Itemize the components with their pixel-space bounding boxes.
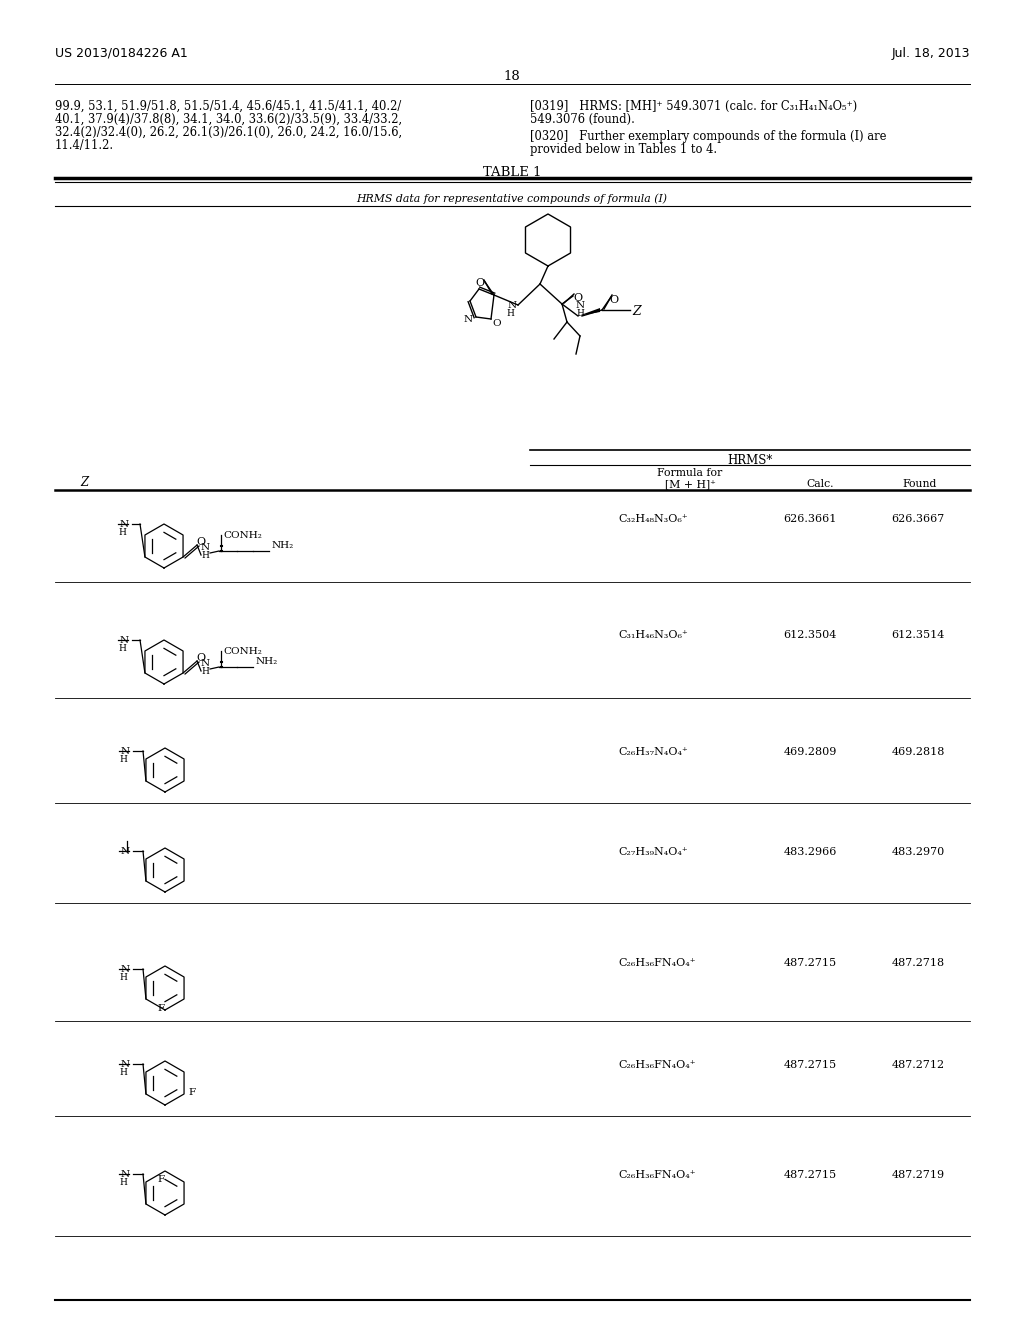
Text: HRMS*: HRMS* [727, 454, 773, 467]
Text: H: H [577, 309, 584, 318]
Text: provided below in Tables 1 to 4.: provided below in Tables 1 to 4. [530, 143, 717, 156]
Text: 40.1, 37.9(4)/37.8(8), 34.1, 34.0, 33.6(2)/33.5(9), 33.4/33.2,: 40.1, 37.9(4)/37.8(8), 34.1, 34.0, 33.6(… [55, 114, 402, 125]
Polygon shape [578, 308, 600, 315]
Text: O: O [609, 294, 618, 305]
Text: C₂₆H₃₆FN₄O₄⁺: C₂₆H₃₆FN₄O₄⁺ [618, 958, 695, 968]
Text: NH₂: NH₂ [271, 541, 293, 550]
Text: Formula for: Formula for [657, 469, 723, 478]
Text: N: N [575, 301, 585, 310]
Text: H: H [201, 550, 209, 560]
Text: H: H [506, 309, 514, 318]
Text: 32.4(2)/32.4(0), 26.2, 26.1(3)/26.1(0), 26.0, 24.2, 16.0/15.6,: 32.4(2)/32.4(0), 26.2, 26.1(3)/26.1(0), … [55, 125, 402, 139]
Text: F: F [188, 1088, 196, 1097]
Text: 626.3661: 626.3661 [783, 513, 837, 524]
Text: H: H [201, 667, 209, 676]
Text: O: O [573, 293, 583, 304]
Text: N: N [121, 1060, 130, 1069]
Text: [M + H]⁺: [M + H]⁺ [665, 479, 716, 488]
Text: C₂₇H₃₉N₄O₄⁺: C₂₇H₃₉N₄O₄⁺ [618, 847, 688, 857]
Text: C₃₂H₄₈N₃O₆⁺: C₃₂H₄₈N₃O₆⁺ [618, 513, 688, 524]
Text: N: N [121, 747, 130, 756]
Text: 612.3504: 612.3504 [783, 630, 837, 640]
Text: 99.9, 53.1, 51.9/51.8, 51.5/51.4, 45.6/45.1, 41.5/41.1, 40.2/: 99.9, 53.1, 51.9/51.8, 51.5/51.4, 45.6/4… [55, 100, 401, 114]
Text: N: N [121, 965, 130, 974]
Text: Z: Z [80, 477, 88, 488]
Text: C₃₁H₄₆N₃O₆⁺: C₃₁H₄₆N₃O₆⁺ [618, 630, 688, 640]
Text: C₂₆H₃₆FN₄O₄⁺: C₂₆H₃₆FN₄O₄⁺ [618, 1170, 695, 1180]
Text: N: N [121, 1170, 130, 1179]
Text: N: N [120, 636, 129, 645]
Text: TABLE 1: TABLE 1 [482, 166, 542, 180]
Text: 483.2970: 483.2970 [891, 847, 944, 857]
Text: N: N [201, 659, 210, 668]
Text: 487.2715: 487.2715 [783, 958, 837, 968]
Text: Z: Z [632, 305, 641, 318]
Text: N: N [201, 543, 210, 552]
Text: CONH₂: CONH₂ [223, 647, 262, 656]
Text: O: O [197, 537, 206, 546]
Text: 487.2719: 487.2719 [892, 1170, 944, 1180]
Text: 487.2712: 487.2712 [892, 1060, 944, 1071]
Text: C₂₆H₃₇N₄O₄⁺: C₂₆H₃₇N₄O₄⁺ [618, 747, 688, 756]
Text: N: N [464, 315, 472, 323]
Text: CONH₂: CONH₂ [223, 531, 262, 540]
Text: 18: 18 [504, 70, 520, 83]
Text: 612.3514: 612.3514 [891, 630, 945, 640]
Text: 483.2966: 483.2966 [783, 847, 837, 857]
Text: O: O [492, 319, 501, 327]
Text: [0319]   HRMS: [MH]⁺ 549.3071 (calc. for C₃₁H₄₁N₄O₅⁺): [0319] HRMS: [MH]⁺ 549.3071 (calc. for C… [530, 100, 857, 114]
Text: 487.2715: 487.2715 [783, 1060, 837, 1071]
Text: 11.4/11.2.: 11.4/11.2. [55, 139, 114, 152]
Text: US 2013/0184226 A1: US 2013/0184226 A1 [55, 48, 187, 59]
Text: F: F [158, 1175, 165, 1184]
Text: N: N [508, 301, 516, 310]
Text: HRMS data for representative compounds of formula (I): HRMS data for representative compounds o… [356, 193, 668, 203]
Text: [0320]   Further exemplary compounds of the formula (I) are: [0320] Further exemplary compounds of th… [530, 129, 887, 143]
Text: H: H [118, 528, 126, 537]
Text: Calc.: Calc. [806, 479, 834, 488]
Text: 469.2818: 469.2818 [891, 747, 945, 756]
Text: H: H [119, 755, 127, 764]
Text: 626.3667: 626.3667 [891, 513, 944, 524]
Text: H: H [119, 1068, 127, 1077]
Text: O: O [197, 653, 206, 663]
Text: H: H [119, 973, 127, 982]
Text: 549.3076 (found).: 549.3076 (found). [530, 114, 635, 125]
Text: N: N [120, 520, 129, 529]
Text: Jul. 18, 2013: Jul. 18, 2013 [892, 48, 970, 59]
Text: C₂₆H₃₆FN₄O₄⁺: C₂₆H₃₆FN₄O₄⁺ [618, 1060, 695, 1071]
Text: 487.2715: 487.2715 [783, 1170, 837, 1180]
Text: 487.2718: 487.2718 [892, 958, 944, 968]
Text: O: O [475, 279, 484, 288]
Text: NH₂: NH₂ [255, 657, 278, 667]
Text: F: F [158, 1005, 165, 1012]
Text: N: N [121, 847, 130, 855]
Text: Found: Found [903, 479, 937, 488]
Text: H: H [118, 644, 126, 653]
Text: 469.2809: 469.2809 [783, 747, 837, 756]
Text: H: H [119, 1177, 127, 1187]
